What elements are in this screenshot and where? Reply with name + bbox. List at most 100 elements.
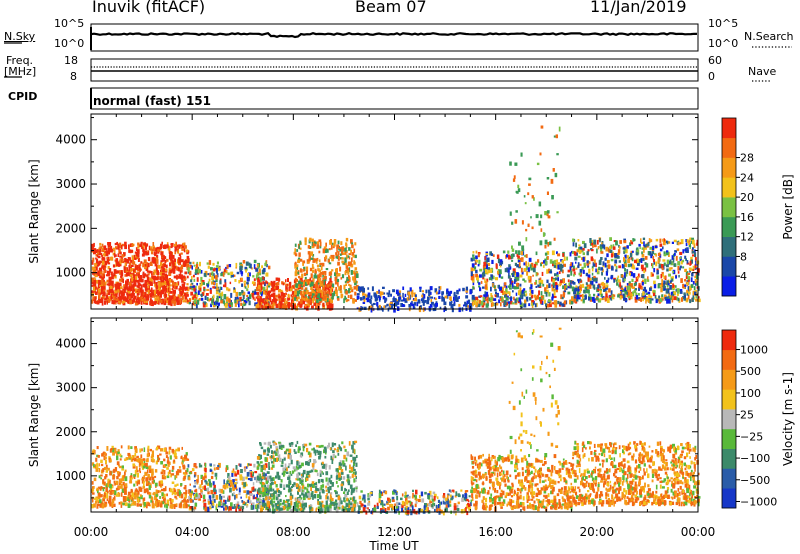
heatmap-cell	[637, 262, 640, 266]
heatmap-cell	[218, 296, 221, 299]
heatmap-cell	[322, 302, 325, 307]
heatmap-cell	[614, 263, 617, 267]
heatmap-cell	[113, 269, 117, 273]
nsky-tick-high: 10^5	[54, 17, 85, 30]
heatmap-cell	[300, 281, 303, 285]
heatmap-cell	[664, 275, 666, 279]
heatmap-cell	[163, 244, 167, 250]
heatmap-cell	[246, 490, 250, 495]
heatmap-cell	[551, 250, 555, 256]
heatmap-cell	[246, 294, 249, 298]
heatmap-cell	[136, 455, 139, 459]
heatmap-cell	[688, 291, 691, 295]
heatmap-cell	[500, 276, 504, 279]
heatmap-cell	[288, 448, 292, 453]
heatmap-cell	[278, 298, 282, 302]
heatmap-cell	[533, 263, 537, 268]
heatmap-cell	[108, 276, 112, 281]
heatmap-cell	[299, 247, 302, 250]
heatmap-cell	[98, 475, 101, 479]
heatmap-cell	[317, 274, 320, 279]
heatmap-cell	[689, 299, 692, 304]
heatmap-cell	[121, 258, 124, 263]
heatmap-cell	[180, 276, 183, 280]
heatmap-cell	[105, 503, 108, 507]
heatmap-cell	[245, 476, 248, 480]
heatmap-cell	[153, 280, 156, 284]
heatmap-cell	[629, 252, 633, 258]
heatmap-cell	[174, 265, 177, 269]
heatmap-cell	[134, 257, 137, 260]
heatmap-cell	[134, 469, 137, 475]
heatmap-cell	[246, 288, 249, 291]
heatmap-cell	[111, 282, 114, 288]
heatmap-cell	[570, 262, 572, 267]
heatmap-cell	[339, 253, 342, 256]
heatmap-cell	[138, 486, 142, 492]
heatmap-cell	[336, 296, 340, 300]
heatmap-cell	[518, 261, 521, 267]
heatmap-cell	[200, 489, 203, 493]
heatmap-cell	[285, 286, 288, 291]
heatmap-cell	[678, 274, 680, 278]
heatmap-cell	[291, 285, 295, 289]
heatmap-cell	[166, 288, 169, 293]
heatmap-cell	[100, 290, 103, 294]
heatmap-cell	[231, 274, 234, 278]
heatmap-cell	[223, 506, 225, 511]
heatmap-cell	[597, 293, 600, 297]
heatmap-cell	[291, 300, 295, 303]
heatmap-cell	[294, 288, 298, 291]
heatmap-cell	[547, 215, 551, 219]
heatmap-cell	[626, 255, 629, 258]
heatmap-cell	[143, 447, 146, 452]
nsearch-tick-low: 10^0	[708, 37, 739, 50]
heatmap-cell	[137, 458, 140, 463]
heatmap-cell	[259, 291, 262, 295]
heatmap-cell	[164, 504, 166, 508]
heatmap-cell	[612, 246, 616, 250]
heatmap-cell	[551, 276, 554, 282]
heatmap-cell	[116, 487, 119, 491]
heatmap-cell	[301, 273, 304, 278]
heatmap-cell	[91, 488, 93, 493]
heatmap-cell	[582, 256, 585, 262]
heatmap-cell	[273, 302, 276, 306]
heatmap-cell	[291, 484, 295, 488]
heatmap-cell	[100, 486, 103, 490]
heatmap-cell	[133, 254, 136, 260]
heatmap-cell	[603, 244, 606, 250]
heatmap-cell	[121, 476, 125, 481]
heatmap-cell	[209, 463, 212, 466]
heatmap-cell	[394, 301, 398, 307]
heatmap-cell	[124, 490, 127, 495]
heatmap-cell	[252, 275, 255, 278]
heatmap-cell	[455, 297, 459, 302]
heatmap-cell	[487, 267, 490, 271]
heatmap-cell	[246, 505, 248, 508]
heatmap-cell	[606, 298, 610, 303]
heatmap-cell	[322, 262, 325, 267]
freq-tick-high: 18	[64, 54, 78, 67]
heatmap-cell	[206, 288, 210, 291]
heatmap-cell	[189, 489, 192, 493]
heatmap-cell	[178, 503, 181, 508]
heatmap-cell	[499, 259, 503, 264]
heatmap-cell	[595, 268, 599, 273]
heatmap-cell	[94, 296, 97, 302]
heatmap-cell	[151, 473, 153, 479]
heatmap-cell	[591, 280, 594, 286]
heatmap-cell	[91, 266, 94, 271]
heatmap-cell	[196, 293, 199, 297]
heatmap-cell	[123, 485, 127, 490]
heatmap-cell	[589, 280, 593, 286]
heatmap-cell	[255, 304, 258, 309]
heatmap-cell	[155, 493, 158, 497]
heatmap-cell	[638, 284, 641, 289]
heatmap-cell	[376, 291, 379, 294]
heatmap-cell	[512, 271, 515, 275]
heatmap-cell	[627, 263, 631, 268]
heatmap-cell	[251, 293, 254, 298]
heatmap-cell	[552, 168, 555, 172]
heatmap-cell	[627, 289, 631, 292]
